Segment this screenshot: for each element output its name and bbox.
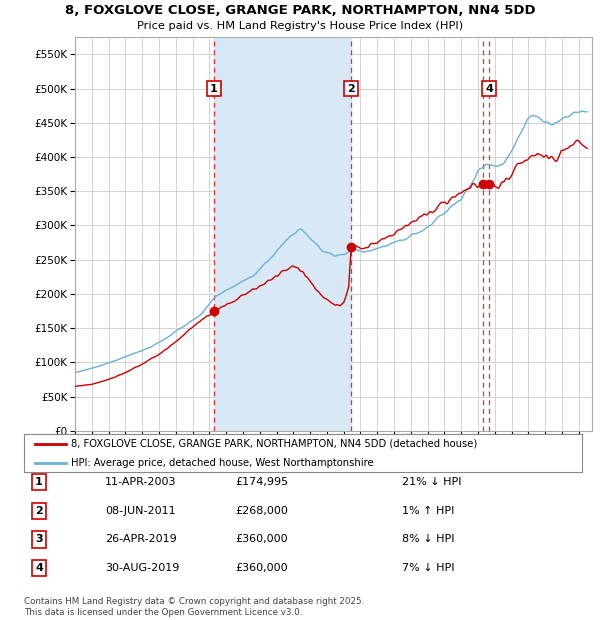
Text: 1: 1	[35, 477, 43, 487]
Text: 21% ↓ HPI: 21% ↓ HPI	[402, 477, 461, 487]
Text: 11-APR-2003: 11-APR-2003	[105, 477, 176, 487]
Text: 4: 4	[485, 84, 493, 94]
Text: 26-APR-2019: 26-APR-2019	[105, 534, 177, 544]
Text: £268,000: £268,000	[235, 506, 288, 516]
Text: 1% ↑ HPI: 1% ↑ HPI	[402, 506, 454, 516]
Text: Contains HM Land Registry data © Crown copyright and database right 2025.
This d: Contains HM Land Registry data © Crown c…	[24, 598, 364, 617]
Text: 4: 4	[35, 563, 43, 573]
Text: 1: 1	[210, 84, 218, 94]
Text: £360,000: £360,000	[235, 563, 288, 573]
Text: 2: 2	[347, 84, 355, 94]
Text: HPI: Average price, detached house, West Northamptonshire: HPI: Average price, detached house, West…	[71, 458, 374, 468]
Text: £360,000: £360,000	[235, 534, 288, 544]
Text: 3: 3	[35, 534, 43, 544]
Text: 7% ↓ HPI: 7% ↓ HPI	[402, 563, 455, 573]
Text: 8% ↓ HPI: 8% ↓ HPI	[402, 534, 455, 544]
Bar	[214, 37, 351, 431]
Text: 2: 2	[35, 506, 43, 516]
Text: 8, FOXGLOVE CLOSE, GRANGE PARK, NORTHAMPTON, NN4 5DD: 8, FOXGLOVE CLOSE, GRANGE PARK, NORTHAMP…	[65, 4, 535, 17]
Text: 8, FOXGLOVE CLOSE, GRANGE PARK, NORTHAMPTON, NN4 5DD (detached house): 8, FOXGLOVE CLOSE, GRANGE PARK, NORTHAMP…	[71, 438, 478, 449]
Text: 08-JUN-2011: 08-JUN-2011	[105, 506, 176, 516]
Text: £174,995: £174,995	[235, 477, 288, 487]
Text: 30-AUG-2019: 30-AUG-2019	[105, 563, 179, 573]
Text: Price paid vs. HM Land Registry's House Price Index (HPI): Price paid vs. HM Land Registry's House …	[137, 21, 463, 31]
